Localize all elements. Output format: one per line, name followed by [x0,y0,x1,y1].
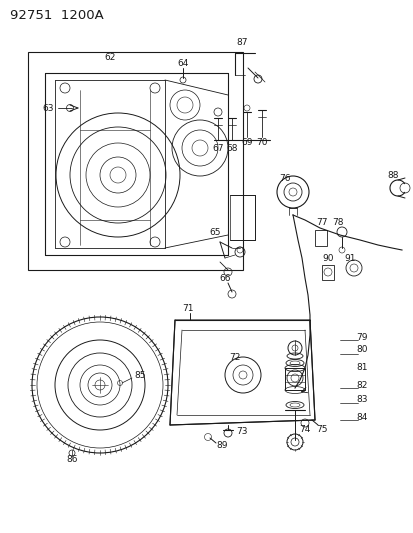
Text: 83: 83 [356,395,367,405]
Text: 63: 63 [42,103,54,112]
Text: 82: 82 [356,381,367,390]
Text: 89: 89 [216,440,227,449]
Text: 70: 70 [256,138,267,147]
Text: 62: 62 [104,52,115,61]
Text: 75: 75 [316,425,327,434]
Text: 86: 86 [66,456,78,464]
Text: 64: 64 [177,59,188,68]
Text: 71: 71 [182,303,193,312]
Text: 81: 81 [356,364,367,373]
Text: 73: 73 [236,427,247,437]
Text: 84: 84 [356,414,367,423]
Text: 67: 67 [212,143,223,152]
Text: 80: 80 [356,345,367,354]
Text: 65: 65 [209,228,220,237]
Polygon shape [170,320,314,425]
Text: 79: 79 [356,333,367,342]
Text: 85: 85 [134,370,145,379]
Text: 68: 68 [225,143,237,152]
Text: 78: 78 [332,217,343,227]
Text: 77: 77 [316,217,327,227]
Bar [321,265,333,280]
Text: 92751  1200A: 92751 1200A [10,9,104,21]
Text: 66: 66 [219,273,230,282]
Text: 76: 76 [279,174,290,182]
Bar [284,368,304,390]
Text: 90: 90 [321,254,333,262]
Bar [314,230,326,246]
Text: 72: 72 [229,353,240,362]
Text: 91: 91 [344,254,355,262]
Text: 87: 87 [236,37,247,46]
Bar [28,52,242,270]
Text: 74: 74 [299,425,310,434]
Text: 88: 88 [386,171,398,180]
Text: 69: 69 [241,138,252,147]
